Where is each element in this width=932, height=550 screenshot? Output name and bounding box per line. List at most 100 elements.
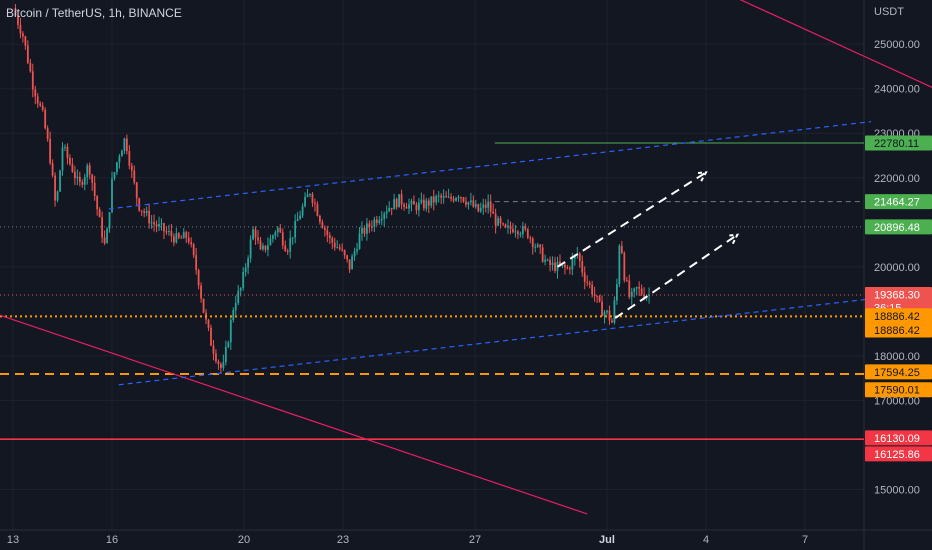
candle-body [232, 310, 235, 320]
trendlines [0, 0, 932, 515]
candle-body [237, 290, 240, 304]
candle-body [492, 211, 495, 214]
candle-body [440, 195, 443, 198]
time-tick-label: 7 [802, 534, 808, 546]
candle-body [121, 150, 123, 157]
price-tag-label: 18886.42 [874, 325, 920, 337]
candle-body [460, 197, 462, 199]
candle-body [380, 218, 383, 221]
price-tag [865, 194, 932, 210]
candle-body [192, 244, 195, 256]
candle-body [630, 291, 633, 297]
candle-body [616, 284, 618, 301]
candle-body [326, 229, 329, 235]
candle-body [200, 285, 202, 299]
price-tick-label: 17000.00 [874, 395, 920, 407]
candle-body [39, 103, 42, 106]
candle-body [425, 200, 428, 209]
candle-body [31, 71, 34, 90]
candle-body [311, 194, 314, 203]
candle-body [509, 225, 512, 229]
candle-body [291, 237, 294, 239]
candle-body [596, 295, 598, 297]
trendline [118, 298, 872, 386]
candle-body [435, 196, 438, 203]
price-tag-label: 18886.42 [874, 311, 920, 323]
candle-body [368, 223, 371, 227]
candle-body [591, 284, 594, 295]
candle-body [323, 227, 326, 230]
candle-body [541, 247, 544, 262]
candle-body [403, 204, 405, 207]
candle-body [220, 363, 222, 368]
candle-body [469, 200, 472, 203]
candle-body [390, 207, 393, 210]
candle-body [54, 175, 56, 201]
candle-body [521, 226, 524, 235]
candle-body [378, 220, 381, 223]
candle-body [531, 238, 534, 247]
candle-body [445, 196, 448, 198]
time-tick-label: Jul [599, 534, 615, 546]
candle-body [96, 196, 99, 210]
candle-body [212, 345, 215, 354]
candle-body [551, 262, 554, 266]
trendline [108, 121, 872, 210]
time-tick-label: 4 [703, 534, 709, 546]
projection-arrows [556, 171, 740, 319]
candle-body [279, 227, 282, 233]
candle-body [628, 280, 631, 297]
candle-body [561, 264, 564, 266]
price-axis[interactable]: 25000.0024000.0023000.0022000.0020000.00… [874, 39, 920, 496]
candle-body [86, 165, 89, 177]
candle-body [242, 272, 245, 289]
candle-body [497, 218, 499, 226]
time-axis[interactable]: 13 16 20 23 27 Jul 4 7 [7, 534, 808, 546]
candle-body [172, 236, 175, 243]
candle-body [648, 294, 650, 296]
candle-body [207, 319, 210, 328]
candle-body [17, 15, 19, 25]
candle-body [398, 194, 400, 208]
candle-body [338, 247, 341, 250]
candle-body [383, 213, 386, 219]
candle-body [76, 176, 79, 179]
candle-body [606, 310, 608, 313]
candle-body [108, 212, 111, 229]
candle-body [286, 251, 289, 253]
candle-body [271, 235, 274, 239]
candle-body [128, 151, 131, 166]
price-tick-label: 18000.00 [874, 351, 920, 363]
candle-body [489, 201, 492, 212]
candle-body [306, 194, 309, 198]
candle-body [78, 176, 81, 182]
candle-body [269, 238, 272, 246]
candle-body [442, 196, 445, 198]
candle-body [165, 231, 168, 233]
symbol-title[interactable]: Bitcoin / TetherUS, 1h, BINANCE [6, 6, 182, 20]
candle-body [224, 347, 227, 363]
price-tag [865, 364, 932, 380]
candle-body [116, 162, 118, 173]
candle-body [571, 258, 574, 270]
candle-body [190, 242, 193, 245]
candle-body [346, 255, 349, 260]
candle-body [81, 181, 84, 185]
candle-body [564, 264, 566, 268]
candle-body [276, 227, 279, 233]
candle-body [388, 207, 391, 212]
price-tag [865, 286, 932, 315]
candle-body [150, 222, 153, 224]
candle-body [430, 196, 433, 206]
candle-body [299, 215, 301, 220]
candle-body [101, 217, 103, 238]
candle-body [581, 261, 584, 273]
price-tag [865, 219, 932, 235]
candle-body [427, 200, 430, 206]
candle-body [106, 228, 108, 244]
candle-body [348, 259, 351, 270]
candle-body [405, 206, 408, 209]
